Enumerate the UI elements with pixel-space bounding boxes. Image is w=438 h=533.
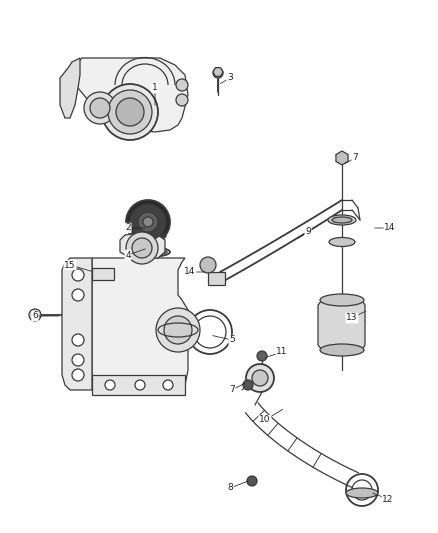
Text: 4: 4 [125, 251, 131, 260]
Circle shape [29, 309, 41, 321]
Polygon shape [75, 58, 188, 132]
Circle shape [116, 98, 144, 126]
Circle shape [108, 90, 152, 134]
Text: 7: 7 [352, 154, 358, 163]
Circle shape [90, 98, 110, 118]
Polygon shape [92, 375, 185, 395]
Circle shape [130, 204, 166, 240]
Text: 7: 7 [229, 385, 235, 394]
Circle shape [132, 238, 152, 258]
Circle shape [176, 79, 188, 91]
Circle shape [246, 364, 274, 392]
Circle shape [72, 334, 84, 346]
Polygon shape [213, 68, 223, 76]
Circle shape [138, 212, 158, 232]
Circle shape [72, 354, 84, 366]
Ellipse shape [328, 215, 356, 225]
Ellipse shape [320, 344, 364, 356]
Circle shape [164, 316, 192, 344]
Polygon shape [318, 300, 365, 350]
Circle shape [213, 68, 223, 78]
Circle shape [252, 370, 268, 386]
Text: 5: 5 [229, 335, 235, 344]
Text: 13: 13 [346, 313, 358, 322]
Circle shape [156, 308, 200, 352]
Ellipse shape [346, 488, 378, 498]
Polygon shape [62, 258, 92, 390]
Circle shape [163, 380, 173, 390]
Circle shape [102, 84, 158, 140]
Text: 11: 11 [276, 348, 288, 357]
Text: 12: 12 [382, 495, 394, 504]
Circle shape [143, 217, 153, 227]
Text: 1: 1 [152, 84, 158, 93]
Circle shape [126, 232, 158, 264]
Polygon shape [92, 258, 188, 390]
Polygon shape [208, 272, 225, 285]
Text: 8: 8 [227, 483, 233, 492]
Polygon shape [60, 58, 80, 118]
Circle shape [200, 257, 216, 273]
Circle shape [72, 369, 84, 381]
Circle shape [135, 380, 145, 390]
Text: 10: 10 [259, 416, 271, 424]
Text: 2: 2 [125, 223, 131, 232]
Polygon shape [120, 233, 165, 258]
Text: 3: 3 [227, 74, 233, 83]
Circle shape [126, 200, 170, 244]
Ellipse shape [130, 231, 166, 241]
Ellipse shape [320, 294, 364, 306]
Circle shape [105, 380, 115, 390]
Circle shape [243, 380, 253, 390]
Circle shape [84, 92, 116, 124]
Text: 14: 14 [184, 268, 196, 277]
Polygon shape [92, 268, 114, 280]
Circle shape [247, 476, 257, 486]
Circle shape [257, 351, 267, 361]
Ellipse shape [332, 217, 352, 223]
Text: 9: 9 [305, 228, 311, 237]
Circle shape [72, 269, 84, 281]
Text: 15: 15 [64, 261, 76, 270]
Polygon shape [336, 151, 348, 165]
Text: 6: 6 [32, 311, 38, 320]
Circle shape [72, 289, 84, 301]
Circle shape [176, 94, 188, 106]
Ellipse shape [329, 238, 355, 246]
Text: 14: 14 [384, 223, 396, 232]
